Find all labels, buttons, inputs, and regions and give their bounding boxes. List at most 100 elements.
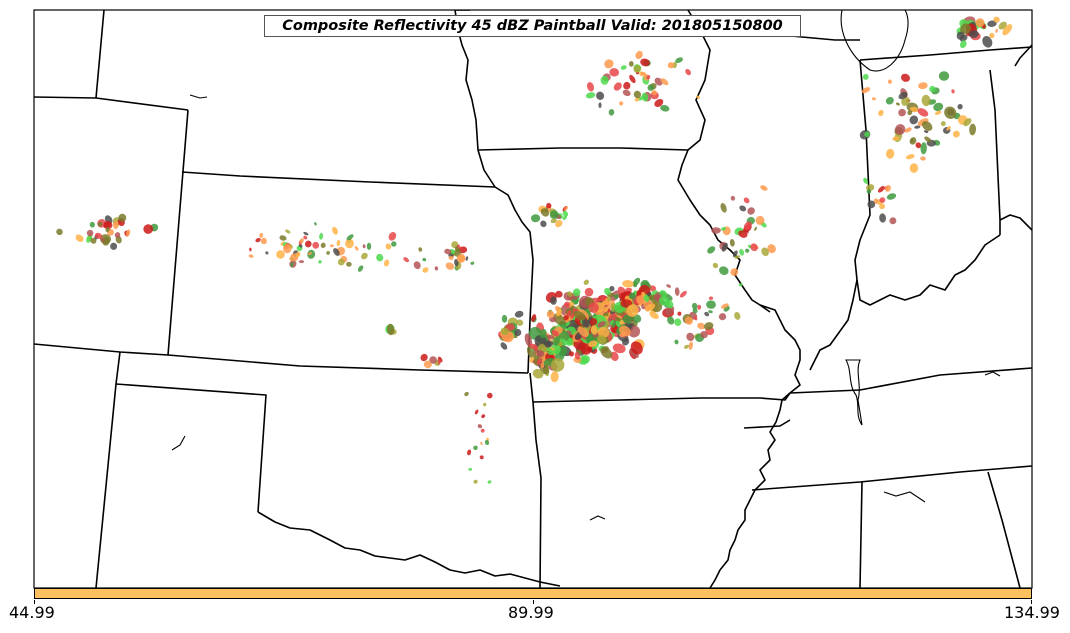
paintball-cell — [333, 248, 340, 256]
paintball-cell — [276, 250, 285, 259]
paintball-cell — [747, 207, 755, 215]
colorbar-label-min: 44.99 — [9, 603, 55, 622]
paintball-cell — [585, 92, 596, 99]
paintball-cell — [279, 235, 287, 241]
paintball-cell — [604, 59, 614, 69]
paintball-cell — [361, 252, 368, 260]
paintball-cell — [708, 296, 714, 300]
paintball-cell — [319, 232, 324, 240]
paintball-cell — [555, 219, 563, 228]
paintball-cell — [632, 277, 641, 286]
paintball-cell — [697, 322, 706, 330]
paintball-cell — [755, 215, 765, 225]
paintball-cell — [877, 186, 885, 193]
paintball-cell — [308, 252, 312, 256]
paintball-cell — [260, 237, 267, 245]
paintball-cell — [336, 239, 341, 247]
paintball-cell — [633, 90, 642, 99]
paintball-cell — [886, 148, 895, 159]
paintball-cell — [103, 221, 113, 230]
border-wv-va — [1014, 44, 1032, 67]
paintball-cell — [429, 356, 437, 364]
paintball-cell — [113, 221, 119, 230]
paintball-cell — [391, 241, 397, 247]
paintball-cell — [946, 126, 951, 131]
paintball-cell — [465, 256, 469, 261]
paintball-cell — [600, 295, 606, 302]
border-ms-al — [859, 481, 863, 588]
paintball-cell — [634, 96, 641, 102]
paintball-cell — [761, 247, 769, 257]
paintball-cell — [704, 311, 710, 317]
paintball-cell — [900, 73, 911, 82]
paintball-cell — [445, 262, 455, 270]
lake-michigan — [840, 10, 909, 72]
paintball-cell — [645, 303, 656, 312]
paintball-cell — [581, 356, 588, 364]
paintball-cell — [320, 242, 326, 248]
paintball-cell — [745, 248, 750, 253]
paintball-cell — [552, 313, 565, 325]
paintball-cell — [917, 108, 929, 117]
paintball-cell — [384, 259, 390, 267]
paintball-cell — [444, 248, 452, 255]
border-il-in — [809, 59, 871, 371]
paintball-cell — [647, 84, 654, 91]
paintball-cell — [422, 257, 427, 262]
paintball-cell — [598, 102, 602, 108]
paintball-cell — [614, 294, 619, 300]
paintball-cell — [89, 221, 95, 228]
paintball-cell — [963, 118, 972, 127]
paintball-cell — [732, 250, 738, 258]
paintball-cell — [691, 302, 698, 310]
paintball-cell — [482, 402, 487, 407]
paintball-cell — [674, 339, 679, 345]
paintball-cell — [649, 311, 659, 319]
paintball-cell — [940, 121, 946, 127]
paintball-cell — [479, 455, 484, 460]
paintball-cell — [105, 226, 110, 233]
paintball-cell — [667, 316, 675, 325]
paintball-cell — [295, 251, 301, 258]
paintball-cell — [376, 253, 384, 262]
paintball-cell — [597, 321, 606, 328]
border-mo-ks — [494, 186, 534, 374]
paintball-cell — [565, 321, 571, 327]
paintball-cell — [143, 224, 154, 234]
paintball-cell — [524, 333, 533, 347]
paintball-cell — [585, 335, 594, 343]
paintball-cell — [739, 248, 744, 256]
paintball-cell — [500, 342, 508, 350]
paintball-cell — [597, 326, 610, 338]
paintball-cell — [549, 210, 559, 220]
paintball-cell — [298, 260, 305, 264]
paintball-cell — [658, 295, 669, 306]
lake-ms — [883, 491, 926, 503]
paintball-cell — [255, 237, 261, 243]
paintball-cell — [612, 343, 626, 354]
paintball-cell — [686, 332, 695, 342]
colorbar-label-max: 134.99 — [1004, 603, 1060, 622]
paintball-cell — [312, 241, 320, 249]
border-tn-ms-al — [751, 465, 1032, 491]
paintball-cell — [456, 254, 466, 263]
paintball-cell — [609, 286, 615, 292]
paintball-cell — [608, 109, 615, 116]
border-al-ga — [987, 471, 1021, 588]
paintball-cell — [907, 110, 913, 116]
paintball-cell — [711, 227, 721, 234]
paintball-cell — [889, 217, 897, 225]
paintball-cell — [467, 449, 472, 456]
paintball-cell — [866, 189, 872, 194]
paintball-cell — [388, 231, 397, 241]
paintball-cell — [649, 285, 657, 292]
paintball-cell — [760, 185, 768, 191]
paintball-cell — [619, 101, 624, 106]
paintball-cell — [909, 137, 917, 145]
paintball-cell — [706, 300, 716, 309]
paintball-cell — [685, 316, 693, 325]
paintball-cell — [635, 50, 643, 60]
paintball-cell — [922, 121, 933, 131]
paintball-cell — [956, 31, 965, 40]
border-ok-panhandle-tx — [115, 383, 267, 513]
